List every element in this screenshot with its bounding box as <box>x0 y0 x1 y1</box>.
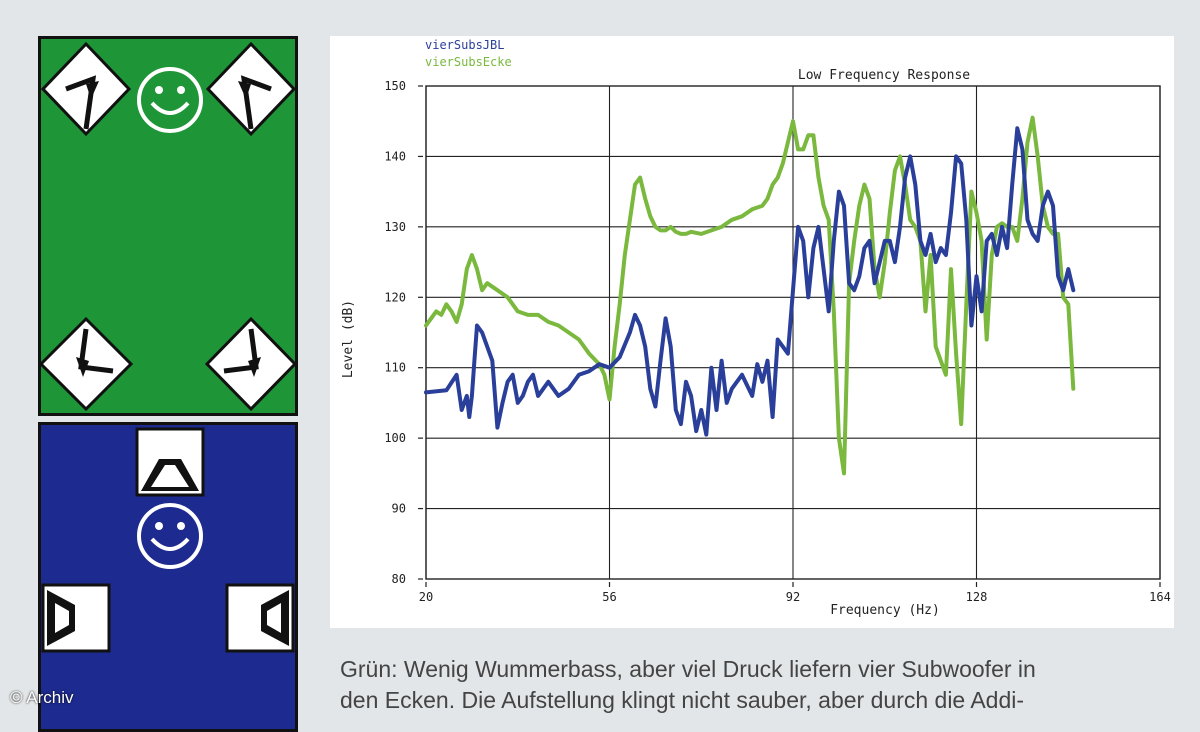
photo-credit: © Archiv <box>10 688 74 707</box>
series-line-vierSubsEcke <box>424 115 1076 476</box>
corner-subwoofer-top-left <box>41 41 132 137</box>
y-axis-label: Level (dB) <box>341 300 356 378</box>
corner-subwoofer-bottom-right <box>204 316 295 412</box>
y-tick-label: 100 <box>384 431 406 445</box>
x-tick-label: 92 <box>786 590 800 604</box>
side-subwoofer-right <box>225 583 295 653</box>
listener-smiley-icon <box>137 503 203 569</box>
x-tick-label: 20 <box>419 590 433 604</box>
corner-subwoofer-top-right <box>205 41 295 137</box>
listener-smiley-icon <box>137 67 203 133</box>
front-subwoofer <box>135 427 205 497</box>
y-tick-label: 130 <box>384 220 406 234</box>
corner-subwoofer-bottom-left <box>41 316 134 412</box>
y-tick-label: 90 <box>392 502 406 516</box>
blue-room-diagram <box>38 422 298 732</box>
y-tick-label: 150 <box>384 79 406 93</box>
legend-entry-vierSubsJBL: vierSubsJBL <box>425 38 504 52</box>
y-tick-label: 80 <box>392 572 406 586</box>
caption-line-1: Grün: Wenig Wummerbass, aber viel Druck … <box>340 656 1036 682</box>
x-tick-label: 56 <box>602 590 616 604</box>
series-line-vierSubsJBL <box>424 126 1076 437</box>
chart-svg: 80 90 100 110 120 130 140 150 20 56 92 128 164 vierS… <box>341 38 1171 618</box>
caption-text: Grün: Wenig Wummerbass, aber viel Druck … <box>340 654 1180 716</box>
y-tick-label: 110 <box>384 361 406 375</box>
side-subwoofer-left <box>41 583 111 653</box>
green-room-graphic <box>41 41 295 412</box>
x-tick-label: 128 <box>966 590 988 604</box>
frequency-response-chart: 80 90 100 110 120 130 140 150 20 56 92 128 164 vierS… <box>330 36 1174 628</box>
y-tick-label: 140 <box>384 149 406 163</box>
x-axis-label: Frequency (Hz) <box>830 603 940 618</box>
chart-title: Low Frequency Response <box>798 68 970 83</box>
legend-entry-vierSubsEcke: vierSubsEcke <box>425 55 512 69</box>
x-tick-label: 164 <box>1149 590 1171 604</box>
blue-room-graphic <box>41 427 295 653</box>
caption-line-2: den Ecken. Die Aufstellung klingt nicht … <box>340 687 1025 713</box>
y-tick-label: 120 <box>384 290 406 304</box>
green-room-diagram <box>38 36 298 416</box>
